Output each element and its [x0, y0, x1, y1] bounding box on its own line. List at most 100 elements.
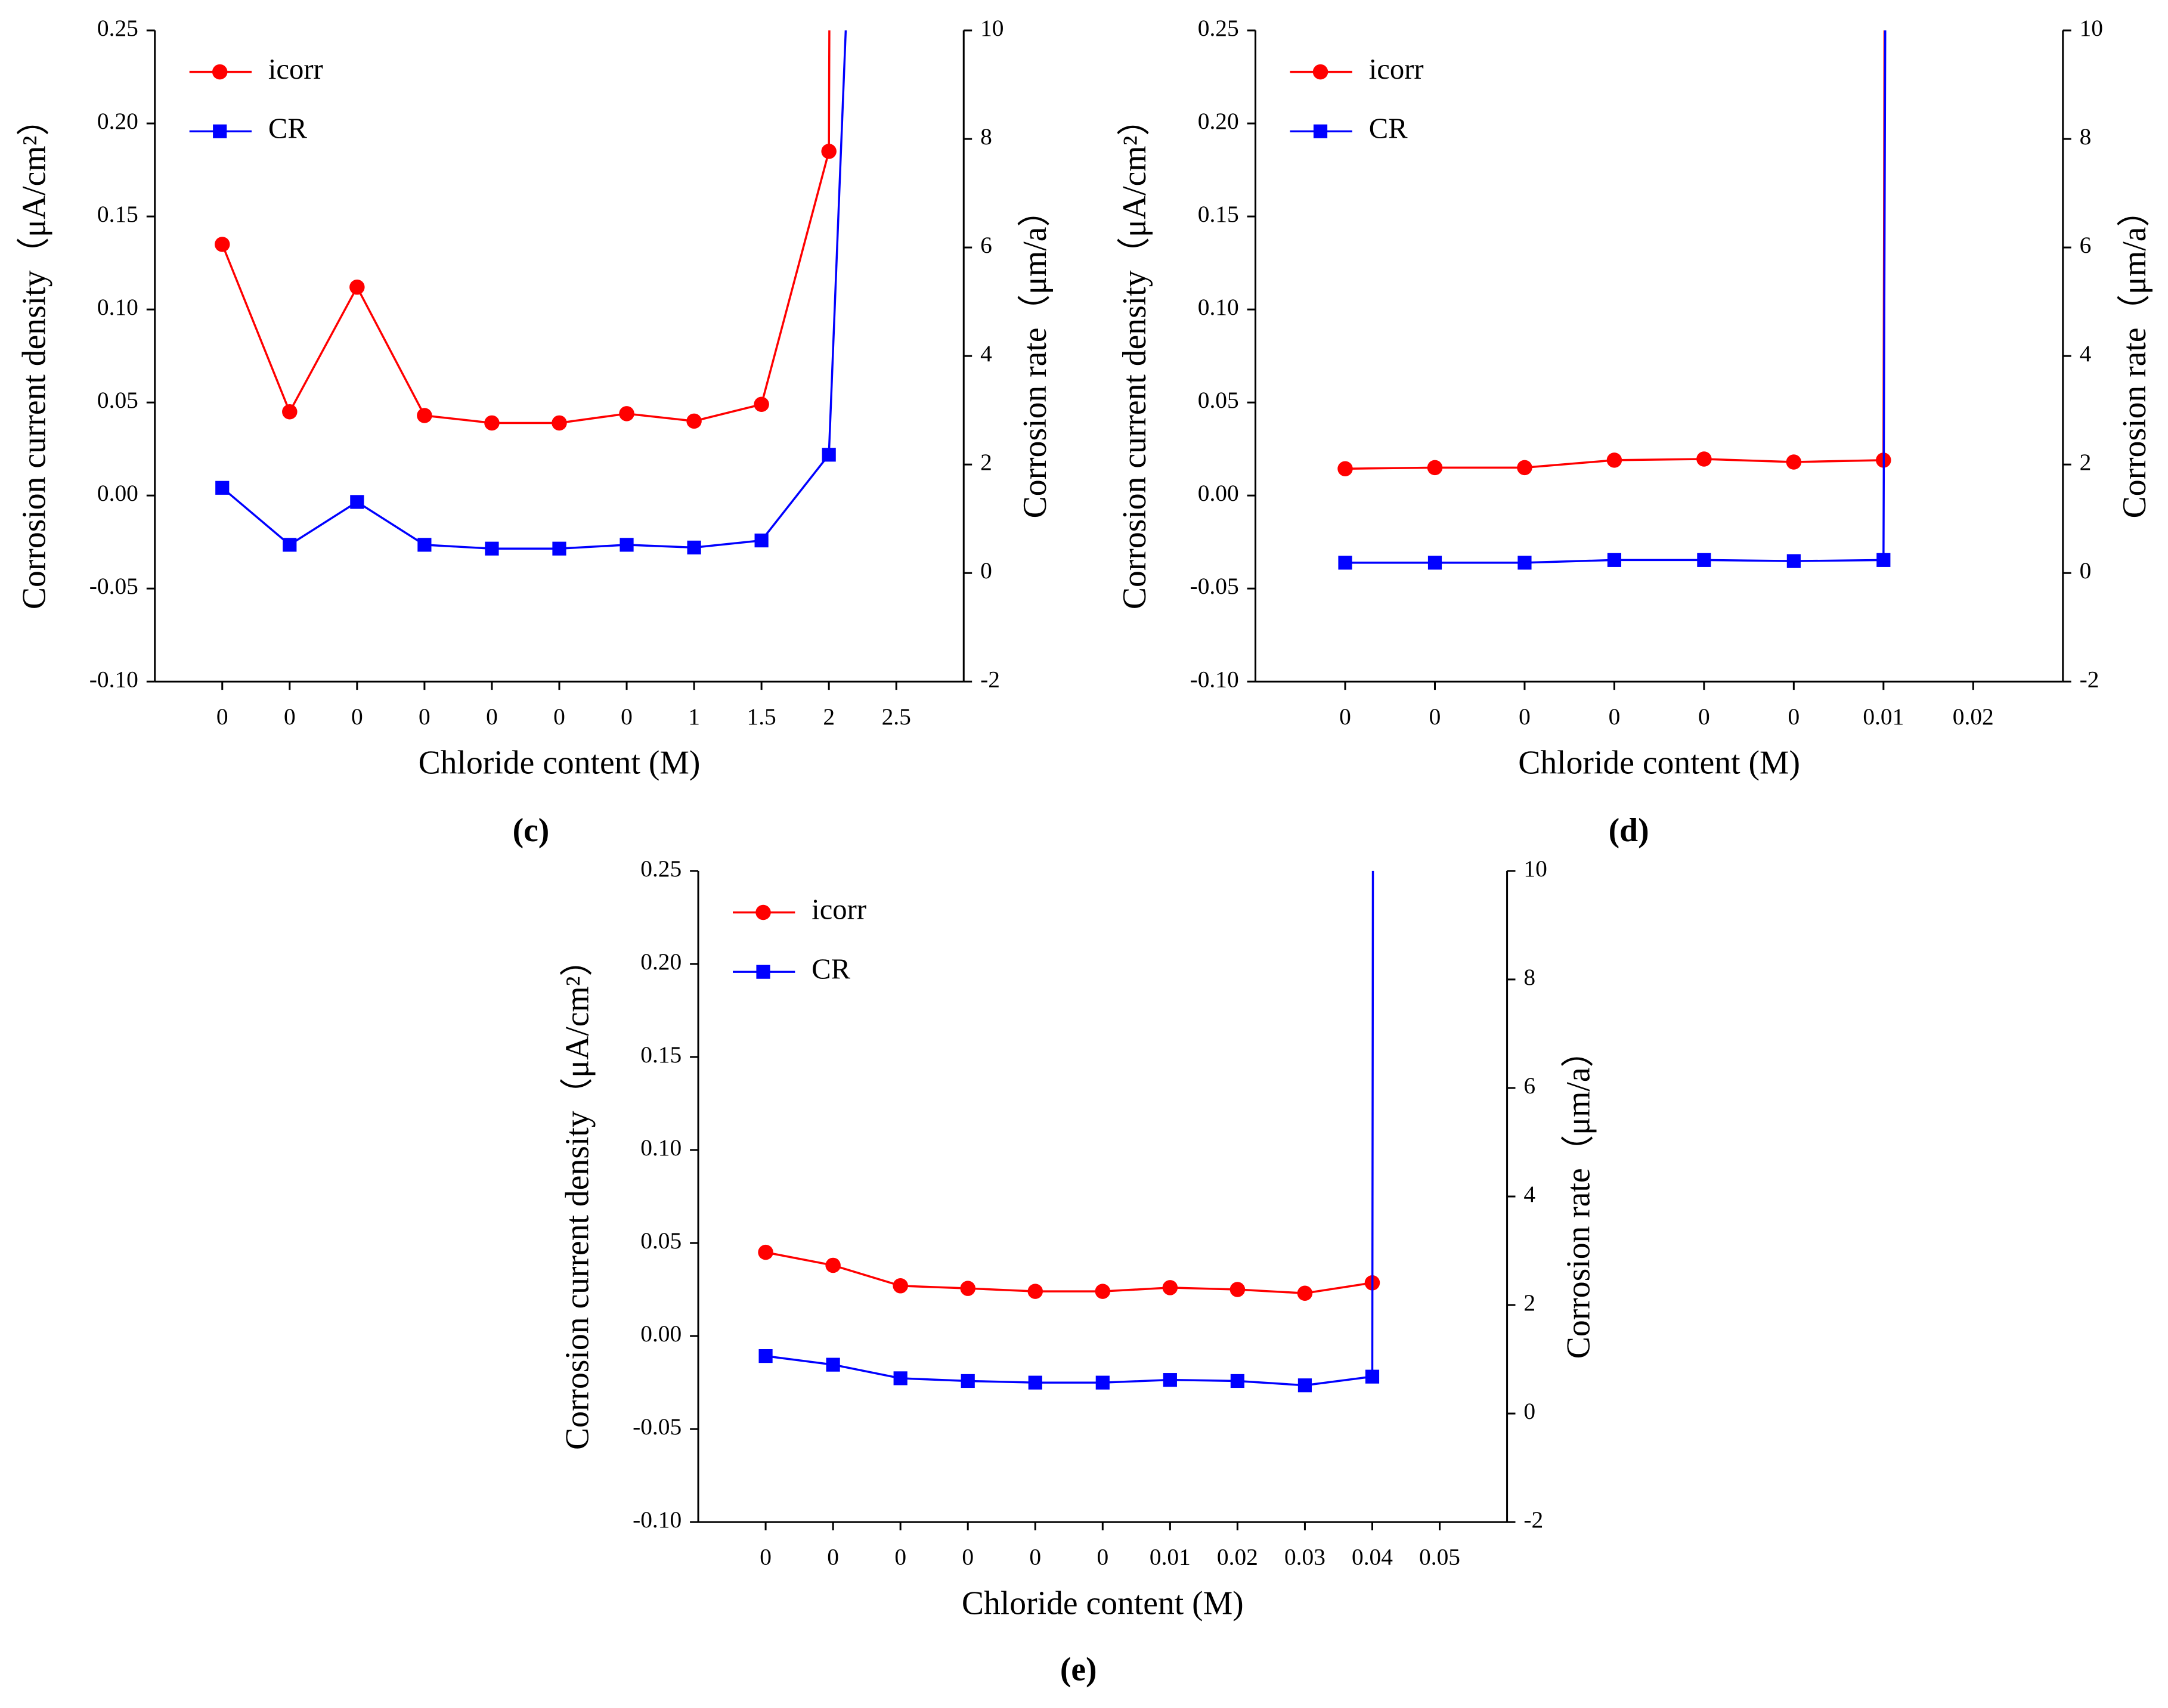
series-line	[765, 870, 1374, 1387]
point	[484, 415, 500, 431]
series-line	[765, 1251, 1373, 1295]
point	[1876, 553, 1891, 567]
y2-axis-label: Corrosion rate（μm/a）	[2116, 194, 2153, 518]
x-tick-label: 0	[419, 703, 430, 730]
point	[215, 237, 230, 252]
x-tick-label: 0.02	[1953, 703, 1994, 730]
x-tick-label: 0	[351, 703, 363, 730]
x-tick-label: 0.04	[1352, 1544, 1393, 1570]
legend-label: icorr	[268, 53, 323, 85]
point	[822, 448, 836, 462]
point	[1297, 1285, 1313, 1301]
panel-label: (e)	[1060, 1651, 1097, 1688]
legend-label: CR	[1369, 112, 1408, 144]
legend-marker	[1313, 124, 1328, 138]
y-tick-label: 0.20	[640, 948, 682, 975]
point	[758, 1349, 773, 1363]
point	[826, 1357, 840, 1372]
y-tick-label: -0.10	[633, 1506, 682, 1533]
x-tick-label: 0	[1788, 703, 1800, 730]
x-tick-label: 0.02	[1217, 1544, 1258, 1570]
point	[1297, 1378, 1312, 1393]
point	[754, 533, 769, 548]
legend-label: icorr	[1369, 53, 1424, 85]
y2-tick-label: 10	[980, 15, 1004, 41]
legend-marker	[756, 965, 770, 979]
y-tick-label: 0.00	[640, 1320, 682, 1347]
y2-tick-label: 8	[2080, 123, 2092, 150]
y2-tick-label: 8	[980, 123, 992, 150]
y-tick-label: -0.10	[89, 666, 138, 692]
legend-label: CR	[812, 953, 850, 985]
y2-tick-label: -2	[2080, 666, 2099, 692]
point	[1517, 556, 1532, 570]
x-tick-label: 0.01	[1863, 703, 1904, 730]
y-tick-label: 0.05	[640, 1227, 682, 1254]
point	[1027, 1284, 1043, 1299]
y2-tick-label: 0	[1523, 1398, 1535, 1424]
point	[1517, 460, 1532, 476]
point	[1427, 460, 1443, 476]
y-tick-label: 0.15	[1198, 201, 1239, 227]
y-tick-label: 0.15	[97, 201, 138, 227]
x-tick-label: 0.03	[1284, 1544, 1325, 1570]
x-axis-label: Chloride content (M)	[962, 1585, 1244, 1622]
point	[1095, 1284, 1111, 1299]
point	[1427, 556, 1442, 570]
x-tick-label: 0	[621, 703, 633, 730]
series-line	[1345, 30, 1887, 564]
x-tick-label: 0	[1339, 703, 1351, 730]
legend-label: icorr	[812, 894, 866, 926]
y2-tick-label: 2	[1523, 1289, 1535, 1316]
point	[1786, 454, 1802, 470]
point	[1162, 1280, 1178, 1295]
y-tick-label: -0.05	[89, 573, 138, 599]
legend-marker	[1312, 64, 1328, 80]
legend-marker	[213, 124, 227, 138]
legend-marker	[755, 904, 771, 920]
x-tick-label: 1.5	[747, 703, 776, 730]
y-axis-label: Corrosion current density（μA/cm²）	[559, 943, 596, 1450]
point	[1229, 1282, 1246, 1297]
y2-tick-label: -2	[980, 666, 1000, 692]
panel: -0.10 -0.05 0.00 0.05 0.10 0.15 0.20 0.25 -2 0 2 4 6…	[559, 855, 1597, 1688]
y-tick-label: -0.10	[1190, 666, 1239, 692]
point	[282, 404, 298, 420]
point	[1095, 1375, 1110, 1390]
y2-tick-label: 6	[2080, 232, 2092, 258]
point	[893, 1371, 908, 1385]
y2-tick-label: 0	[2080, 557, 2092, 584]
point	[619, 406, 634, 421]
y2-tick-label: 6	[980, 232, 992, 258]
panel: -0.10 -0.05 0.00 0.05 0.10 0.15 0.20 0.25 -2 0 2 4 6…	[1116, 15, 2153, 849]
y-tick-label: 0.10	[97, 294, 138, 320]
x-tick-label: 0	[216, 703, 228, 730]
y2-tick-label: 8	[1523, 964, 1535, 990]
x-tick-label: 0	[894, 1544, 906, 1570]
point	[350, 495, 364, 509]
panel-label: (c)	[513, 812, 550, 849]
x-tick-label: 0	[827, 1544, 839, 1570]
x-tick-label: 0	[1429, 703, 1441, 730]
point	[552, 415, 567, 431]
point	[893, 1278, 908, 1294]
y-tick-label: 0.10	[640, 1134, 682, 1161]
x-tick-label: 0	[1519, 703, 1531, 730]
point	[686, 413, 702, 429]
point	[687, 540, 701, 555]
y-tick-label: 0.25	[640, 855, 682, 882]
y2-axis-label: Corrosion rate（μm/a）	[1560, 1034, 1597, 1359]
point	[1696, 451, 1712, 467]
y2-tick-label: 6	[1523, 1072, 1535, 1099]
y2-axis-label: Corrosion rate（μm/a）	[1017, 194, 1054, 518]
y-tick-label: 0.05	[1198, 387, 1239, 413]
point	[417, 538, 432, 552]
point	[552, 541, 566, 556]
x-tick-label: 0.05	[1419, 1544, 1460, 1570]
y2-tick-label: 4	[1523, 1181, 1535, 1207]
y2-tick-label: 2	[2080, 449, 2092, 475]
y2-tick-label: 2	[980, 449, 992, 475]
point	[283, 538, 297, 552]
